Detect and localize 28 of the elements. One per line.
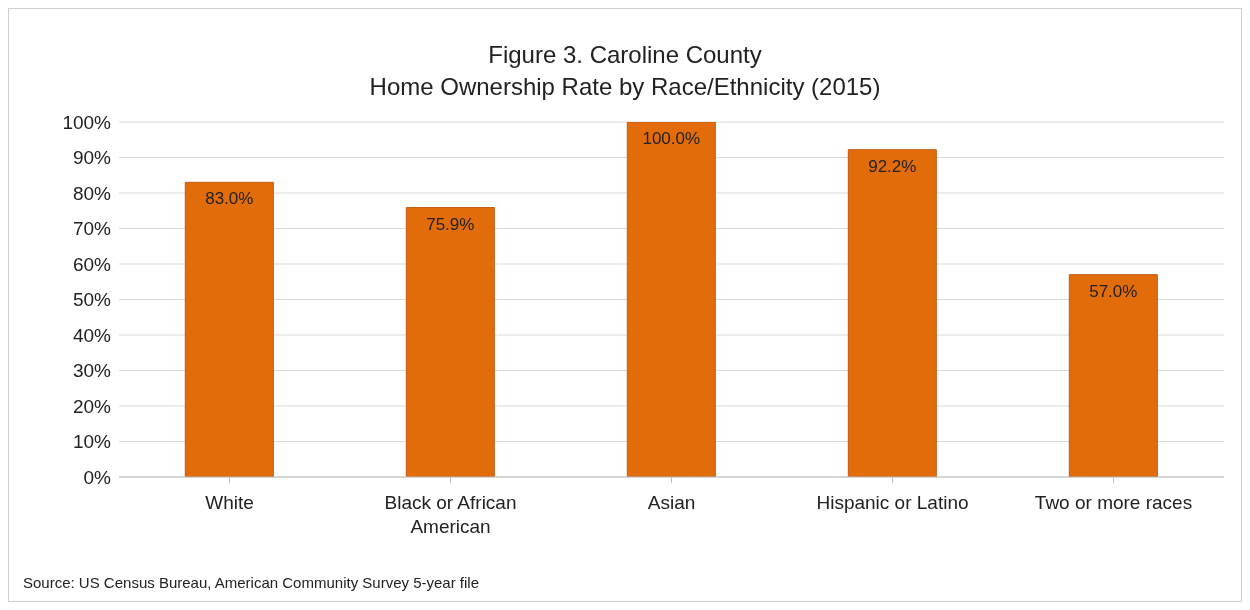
bar xyxy=(184,181,274,477)
x-tick-label: Asian xyxy=(647,492,696,513)
y-tick-label: 100% xyxy=(62,111,112,133)
source-note: Source: US Census Bureau, American Community Survey 5-year file xyxy=(23,574,480,591)
y-tick-label: 10% xyxy=(72,431,112,453)
y-tick-label: 40% xyxy=(72,324,112,346)
bar xyxy=(1068,274,1158,477)
y-tick-label: 60% xyxy=(72,253,112,275)
x-tick-label: Two or more races xyxy=(1034,492,1193,513)
x-tick-label: Black or African American xyxy=(384,492,517,537)
data-label: 92.2% xyxy=(868,156,917,176)
bar xyxy=(626,122,716,477)
y-tick-label: 90% xyxy=(72,147,112,169)
y-tick-label: 80% xyxy=(72,182,112,204)
chart-title: Figure 3. Caroline County Home Ownership Rate by Race/Ethnicity (2015) xyxy=(368,40,882,102)
bar xyxy=(405,207,495,477)
y-tick-label: 0% xyxy=(83,466,112,488)
x-tick-label: White xyxy=(205,492,254,513)
data-label: 83.0% xyxy=(205,189,254,209)
y-tick-label: 70% xyxy=(72,218,112,240)
y-tick-label: 30% xyxy=(72,360,112,382)
x-tick-label: Hispanic or Latino xyxy=(816,492,969,513)
data-label: 75.9% xyxy=(426,214,475,234)
y-tick-label: 50% xyxy=(72,289,112,311)
data-label: 100.0% xyxy=(642,129,701,149)
bar xyxy=(847,149,937,477)
y-tick-label: 20% xyxy=(72,395,112,417)
data-label: 57.0% xyxy=(1089,281,1138,301)
